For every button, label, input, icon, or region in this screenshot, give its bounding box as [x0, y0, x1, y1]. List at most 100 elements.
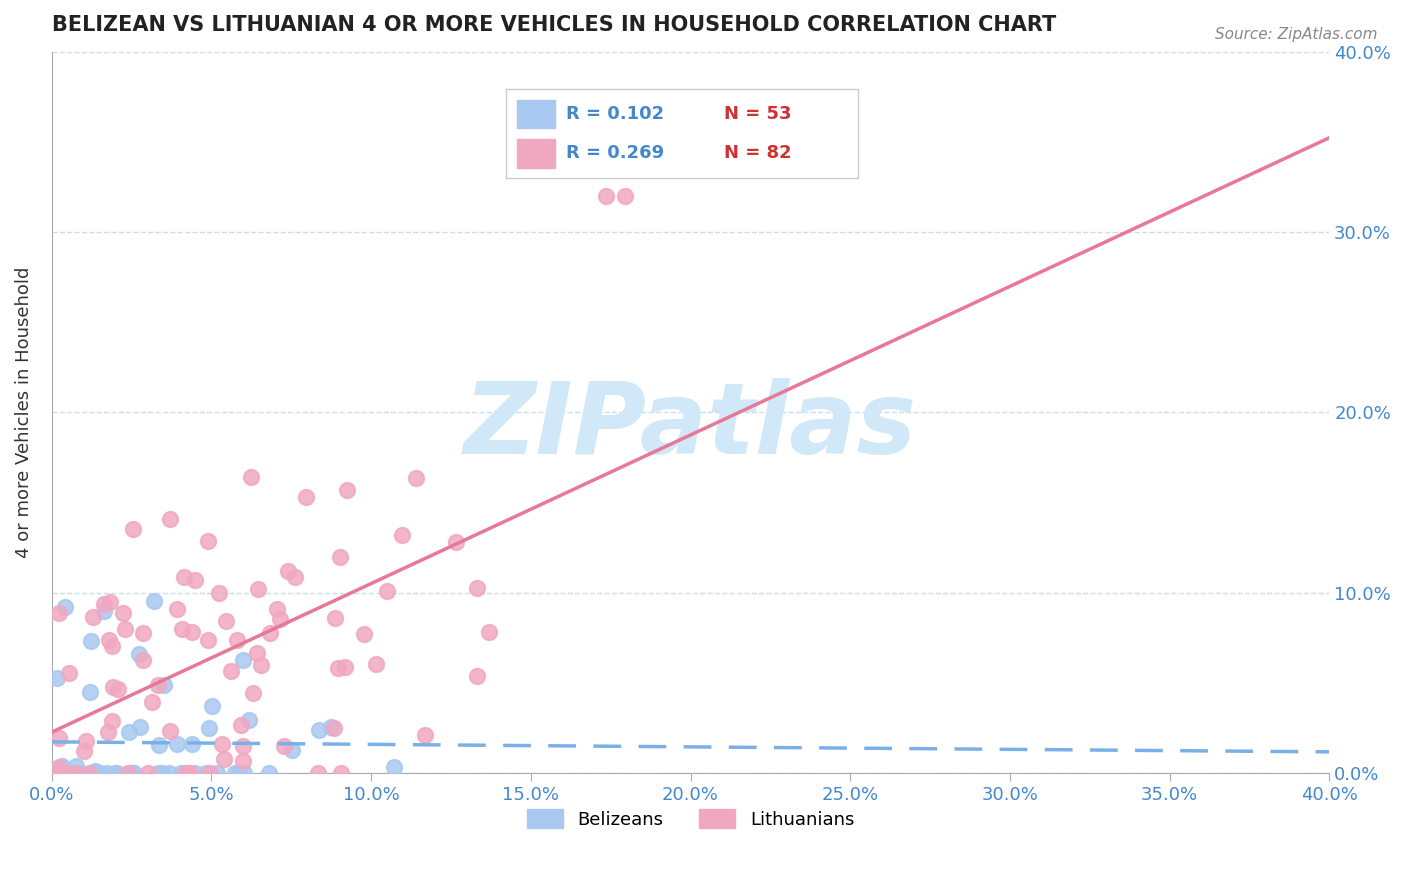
Point	[51, 765, 73, 780]
Text: Source: ZipAtlas.com: Source: ZipAtlas.com	[1215, 27, 1378, 42]
Point	[141, 695, 163, 709]
Point	[405, 471, 427, 485]
Point	[277, 564, 299, 578]
Point	[107, 681, 129, 696]
Point	[48, 760, 70, 774]
Point	[229, 718, 252, 732]
Point	[111, 606, 134, 620]
Point	[53, 599, 76, 614]
Text: BELIZEAN VS LITHUANIAN 4 OR MORE VEHICLES IN HOUSEHOLD CORRELATION CHART: BELIZEAN VS LITHUANIAN 4 OR MORE VEHICLE…	[52, 15, 1056, 35]
Point	[211, 737, 233, 751]
Point	[153, 678, 176, 692]
Text: N = 53: N = 53	[724, 105, 792, 123]
Point	[101, 680, 124, 694]
Point	[259, 625, 281, 640]
Point	[614, 189, 637, 203]
Point	[83, 764, 105, 778]
Point	[128, 647, 150, 661]
Point	[307, 765, 329, 780]
Point	[100, 639, 122, 653]
Point	[82, 610, 104, 624]
Point	[118, 724, 141, 739]
Point	[170, 622, 193, 636]
Point	[58, 765, 80, 780]
Point	[53, 765, 76, 780]
Point	[219, 664, 242, 678]
Text: R = 0.102: R = 0.102	[565, 105, 664, 123]
Point	[69, 765, 91, 780]
Text: ZIPatlas: ZIPatlas	[464, 378, 917, 475]
Point	[159, 511, 181, 525]
Point	[233, 765, 256, 780]
Point	[205, 765, 228, 780]
Point	[257, 765, 280, 780]
Point	[232, 653, 254, 667]
Point	[384, 760, 406, 774]
Point	[100, 714, 122, 728]
Text: R = 0.269: R = 0.269	[565, 145, 664, 162]
Point	[97, 633, 120, 648]
Point	[89, 765, 111, 780]
Point	[465, 581, 488, 595]
Point	[180, 625, 202, 640]
Point	[157, 765, 180, 780]
Point	[323, 611, 346, 625]
Point	[329, 549, 352, 564]
Point	[114, 622, 136, 636]
Legend: Belizeans, Lithuanians: Belizeans, Lithuanians	[519, 802, 862, 836]
Point	[184, 573, 207, 587]
Point	[159, 723, 181, 738]
Point	[146, 678, 169, 692]
Point	[224, 765, 246, 780]
Point	[117, 765, 139, 780]
Point	[148, 738, 170, 752]
Point	[121, 765, 143, 780]
Point	[273, 739, 295, 753]
Point	[84, 765, 107, 780]
Point	[100, 595, 122, 609]
Point	[143, 594, 166, 608]
Point	[129, 721, 152, 735]
Point	[197, 534, 219, 549]
Point	[93, 603, 115, 617]
Point	[198, 722, 221, 736]
Point	[132, 653, 155, 667]
Point	[51, 765, 73, 780]
Point	[46, 671, 69, 685]
Point	[166, 737, 188, 751]
Point	[51, 759, 73, 773]
Point	[96, 765, 118, 780]
Point	[180, 737, 202, 751]
Point	[329, 765, 352, 780]
Point	[150, 765, 173, 780]
Point	[79, 765, 101, 780]
Point	[226, 632, 249, 647]
Point	[104, 765, 127, 780]
Point	[595, 189, 617, 203]
Point	[166, 602, 188, 616]
Point	[132, 625, 155, 640]
Point	[232, 754, 254, 768]
Point	[391, 528, 413, 542]
Point	[250, 657, 273, 672]
Point	[177, 765, 200, 780]
Point	[364, 657, 387, 671]
Point	[52, 765, 75, 780]
Point	[146, 765, 169, 780]
Point	[97, 724, 120, 739]
Point	[228, 765, 250, 780]
Point	[80, 765, 103, 780]
FancyBboxPatch shape	[517, 139, 555, 168]
Point	[60, 765, 83, 780]
Point	[247, 582, 270, 596]
Point	[240, 470, 263, 484]
Point	[179, 765, 201, 780]
Point	[467, 669, 489, 683]
Point	[122, 765, 145, 780]
Point	[208, 586, 231, 600]
Point	[75, 734, 97, 748]
FancyBboxPatch shape	[517, 100, 555, 128]
Point	[326, 661, 349, 675]
Point	[353, 627, 375, 641]
Point	[269, 612, 291, 626]
